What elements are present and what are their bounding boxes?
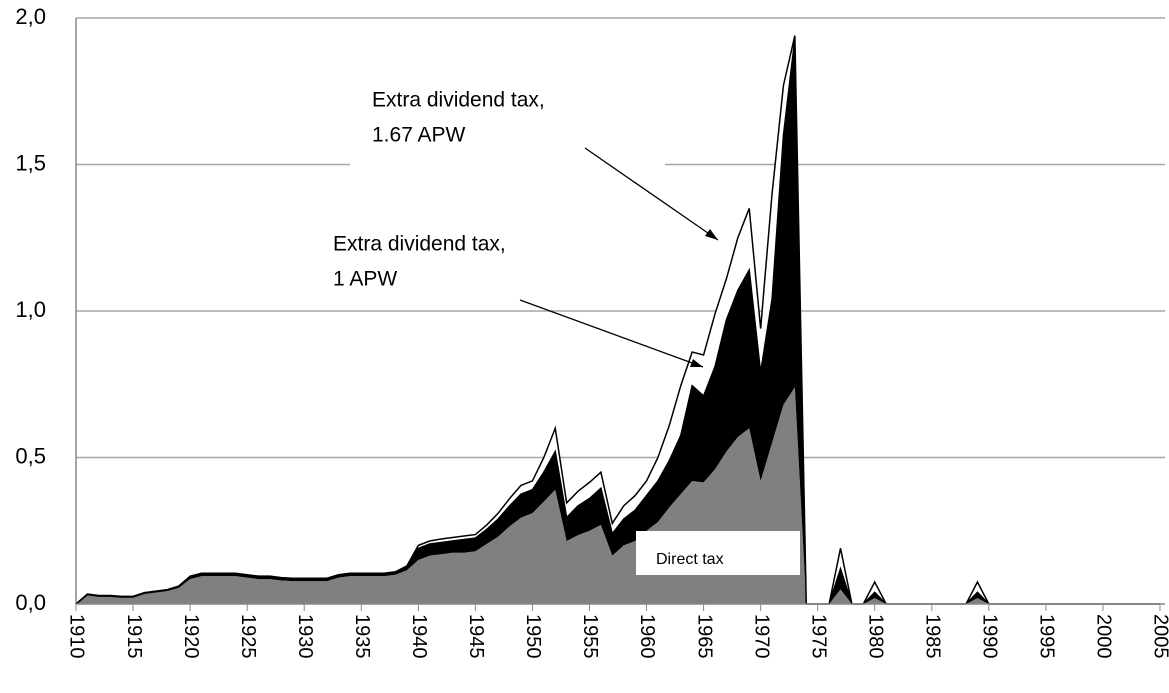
x-tick-label: 1995 bbox=[1036, 614, 1058, 659]
y-tick-label: 0,0 bbox=[15, 590, 46, 615]
area bbox=[76, 387, 1160, 604]
x-tick-label: 1960 bbox=[636, 614, 658, 659]
label-box bbox=[636, 531, 800, 575]
y-tick-label: 2,0 bbox=[15, 4, 46, 29]
x-tick-label: 1975 bbox=[807, 614, 829, 659]
x-tick-label: 1915 bbox=[123, 614, 145, 659]
y-tick-label: 0,5 bbox=[15, 443, 46, 468]
area bbox=[75, 35, 1160, 605]
x-tick-label: 1920 bbox=[180, 614, 202, 659]
arrow bbox=[584, 147, 719, 241]
x-tick-label: 1980 bbox=[864, 614, 886, 659]
x-tick-label: 1955 bbox=[579, 614, 601, 659]
arrow-head bbox=[690, 359, 703, 367]
arrow-head bbox=[705, 229, 718, 240]
x-tick-label: 1985 bbox=[922, 614, 944, 659]
x-tick-label: 1950 bbox=[522, 614, 544, 659]
x-tick-label: 2005 bbox=[1150, 614, 1169, 659]
x-tick-label: 1970 bbox=[750, 614, 772, 659]
x-tick-label: 1940 bbox=[408, 614, 430, 659]
annotation: 1.67 APW bbox=[372, 124, 466, 147]
annotation: 1 APW bbox=[333, 268, 397, 291]
x-tick-label: 1935 bbox=[351, 614, 373, 659]
series-label: Direct tax bbox=[656, 551, 724, 568]
areas bbox=[75, 35, 1160, 605]
annotation: Extra dividend tax, bbox=[372, 89, 545, 112]
x-tick-label: 1965 bbox=[693, 614, 715, 659]
y-tick-label: 1,5 bbox=[15, 150, 46, 175]
x-tick-label: 1910 bbox=[66, 614, 88, 659]
y-tick-label: 1,0 bbox=[15, 297, 46, 322]
arrow bbox=[519, 299, 704, 368]
x-tick-label: 1945 bbox=[465, 614, 487, 659]
x-tick-label: 1990 bbox=[979, 614, 1001, 659]
x-tick-label: 1930 bbox=[294, 614, 316, 659]
annotation-backdrop bbox=[350, 80, 665, 168]
x-tick-label: 1925 bbox=[237, 614, 259, 659]
x-tick-label: 2000 bbox=[1093, 614, 1115, 659]
annotation: Extra dividend tax, bbox=[333, 233, 506, 256]
